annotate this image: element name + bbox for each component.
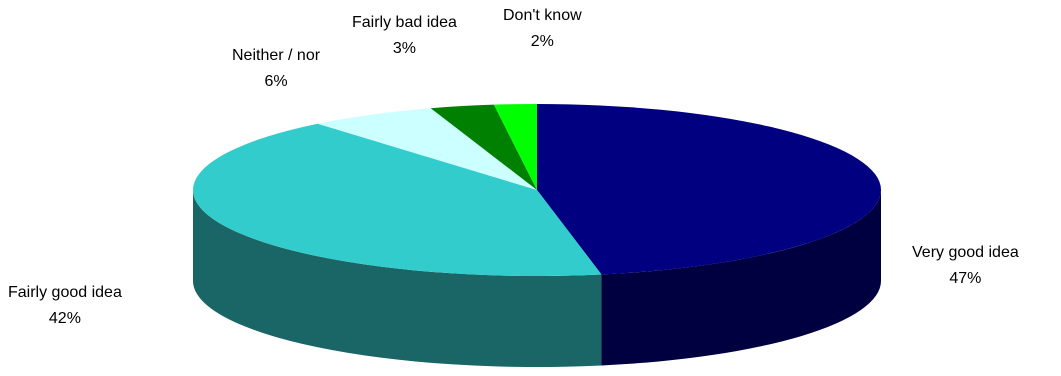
slice-side-very-good-idea [601, 190, 881, 366]
label-fairly-bad-idea-name: Fairly bad idea [352, 14, 457, 31]
label-very-good-idea: Very good idea 47% [912, 240, 1019, 292]
label-fairly-bad-idea: Fairly bad idea 3% [352, 10, 457, 62]
slice-fairly-good-idea [193, 123, 602, 276]
slice-fairly-bad-idea [430, 104, 537, 190]
label-dont-know-name: Don't know [503, 7, 582, 24]
slice-don-t-know [493, 104, 537, 190]
label-very-good-idea-value: 47% [949, 270, 982, 287]
label-dont-know: Don't know 2% [503, 3, 582, 55]
label-fairly-good-idea-name: Fairly good idea [8, 284, 122, 301]
label-dont-know-value: 2% [530, 33, 554, 50]
label-neither-nor: Neither / nor 6% [232, 43, 320, 95]
label-fairly-good-idea-value: 42% [48, 310, 81, 327]
label-neither-nor-name: Neither / nor [232, 47, 321, 64]
slice-very-good-idea [537, 104, 882, 275]
label-very-good-idea-name: Very good idea [912, 244, 1019, 261]
label-fairly-good-idea: Fairly good idea 42% [8, 280, 122, 332]
slice-side-fairly-good-idea [193, 190, 602, 367]
label-fairly-bad-idea-value: 3% [392, 40, 417, 57]
slice-neither-nor [317, 108, 537, 190]
label-neither-nor-value: 6% [264, 73, 288, 90]
